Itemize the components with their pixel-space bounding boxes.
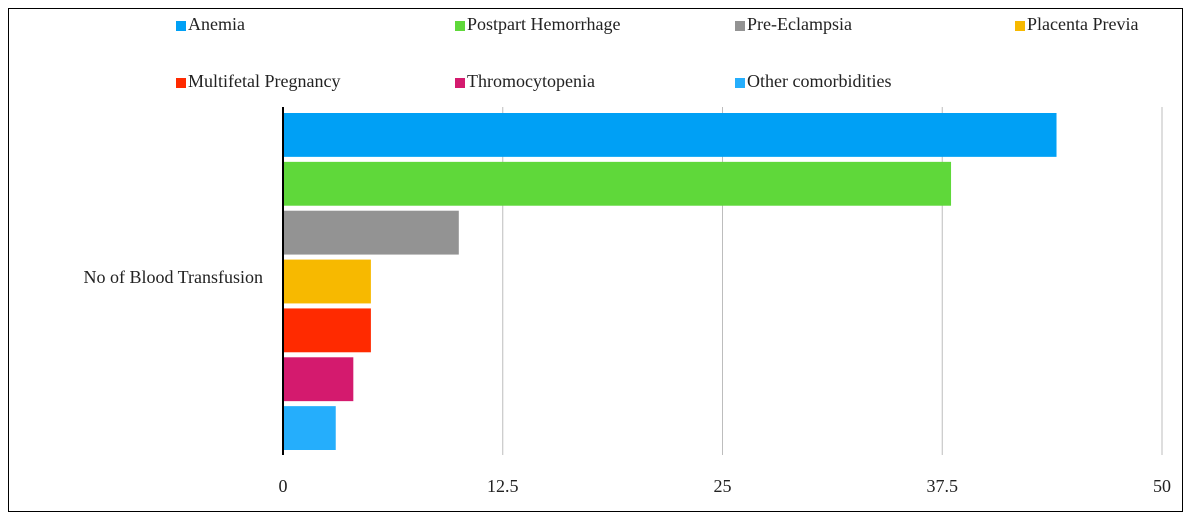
legend-swatch xyxy=(455,21,465,31)
legend-swatch xyxy=(176,21,186,31)
bar xyxy=(283,406,336,450)
legend-swatch xyxy=(735,21,745,31)
bar xyxy=(283,259,371,304)
legend-swatch xyxy=(176,78,186,88)
legend-label: Anemia xyxy=(188,14,245,34)
bar xyxy=(283,210,459,255)
legend-label: Pre-Eclampsia xyxy=(747,14,852,34)
legend-label: Thromocytopenia xyxy=(467,71,595,91)
legend-label: Multifetal Pregnancy xyxy=(188,71,340,91)
legend-swatch xyxy=(455,78,465,88)
x-tick-label: 0 xyxy=(279,476,288,496)
bar xyxy=(283,357,354,402)
legend-label: Other comorbidities xyxy=(747,71,891,91)
legend-swatch xyxy=(1015,21,1025,31)
chart-frame xyxy=(8,8,1183,512)
x-tick-label: 37.5 xyxy=(927,476,959,496)
legend-label: Postpart Hemorrhage xyxy=(467,14,620,34)
y-tick-label: No of Blood Transfusion xyxy=(83,267,263,287)
x-tick-label: 25 xyxy=(714,476,732,496)
bar xyxy=(283,308,371,353)
legend-label: Placenta Previa xyxy=(1027,14,1138,34)
bar xyxy=(283,113,1057,157)
x-tick-label: 50 xyxy=(1153,476,1171,496)
bar xyxy=(283,161,952,206)
x-tick-label: 12.5 xyxy=(487,476,519,496)
legend-swatch xyxy=(735,78,745,88)
